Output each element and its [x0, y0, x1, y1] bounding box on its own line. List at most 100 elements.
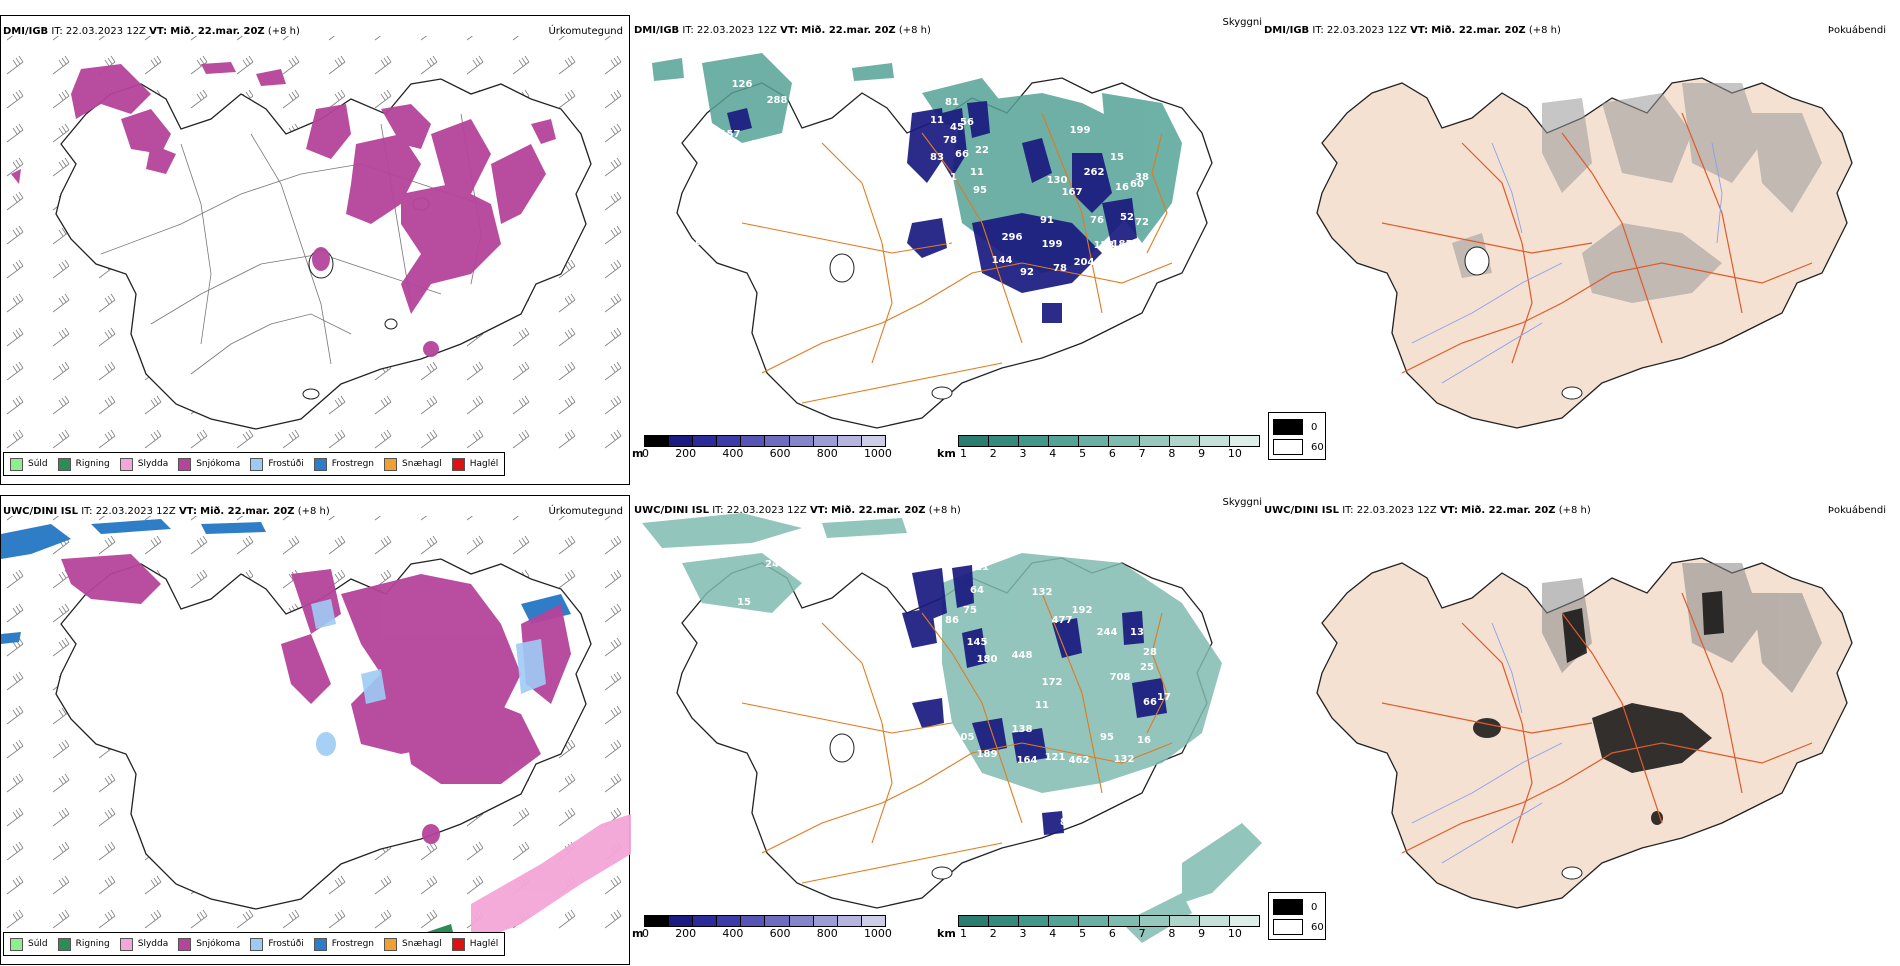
legend-swatch [313, 937, 327, 951]
legend-swatch [1273, 899, 1303, 915]
visibility-scale-step [1079, 436, 1110, 446]
legend-swatch [250, 457, 264, 471]
panel-header: UWC/DINI ISL IT: 22.03.2023 12Z VT: Mið.… [1264, 505, 1591, 516]
ceiling-value-label: 288 [767, 95, 788, 106]
legend-swatch [119, 457, 133, 471]
panel-fog-uwc: UWC/DINI ISL IT: 22.03.2023 12Z VT: Mið.… [1262, 495, 1892, 965]
precip-type-map [1, 516, 631, 949]
visibility-scale-step [1079, 916, 1110, 926]
ceiling-value-label: 16 [1115, 182, 1129, 193]
ceiling-unit: m [632, 927, 644, 940]
ceiling-value-label: 172 [1042, 677, 1063, 688]
ceiling-value-label: 121 [1045, 752, 1066, 763]
visibility-scale-step [989, 916, 1020, 926]
legend-swatch [250, 937, 264, 951]
ceiling-value-label: 38 [1135, 172, 1149, 183]
ceiling-value-label: 462 [1069, 755, 1090, 766]
visibility-scale-step [1169, 916, 1200, 926]
fog-legend-item: 60 [1273, 919, 1324, 935]
ceiling-value-label: 22 [975, 145, 989, 156]
ceiling-value-label: 52 [1120, 212, 1134, 223]
ceiling-value-label: 477 [1052, 615, 1073, 626]
ceiling-value-label: 72 [1135, 217, 1149, 228]
fog-legend-item: 0 [1273, 899, 1317, 915]
panel-header: UWC/DINI ISL IT: 22.03.2023 12Z VT: Mið.… [634, 505, 961, 516]
legend-swatch [451, 457, 465, 471]
fog-map [1316, 77, 1853, 429]
visibility-scale-step [1109, 916, 1140, 926]
ceiling-labels: 1262881577301681564511786683112281951991… [693, 79, 1149, 388]
legend-swatch [10, 937, 23, 951]
ceiling-value-label: 75 [963, 605, 977, 616]
legend-item: Snjókoma [178, 937, 240, 951]
legend-swatch [178, 937, 192, 951]
ceiling-value-label: 164 [1017, 755, 1038, 766]
fog-legend-item: 60 [1273, 439, 1324, 455]
ceiling-value-label: 262 [1084, 167, 1105, 178]
ceiling-scale-step [669, 916, 694, 926]
ceiling-scale-step [645, 916, 670, 926]
legend-item: Haglél [451, 457, 498, 471]
ceiling-value-label: 60 [1130, 179, 1144, 190]
panel-fog-dmi: DMI/IGB IT: 22.03.2023 12Z VT: Mið. 22.m… [1262, 15, 1892, 485]
legend-swatch [1273, 919, 1303, 935]
legend-item: Frostúði [250, 937, 304, 951]
panel-title: Skyggni [1222, 497, 1262, 508]
visibility-ticks: 1 2 3 4 5 6 7 8 9 10 [960, 927, 1242, 940]
ceiling-value-label: 56 [960, 117, 974, 128]
fog-legend: 0 60 [1268, 892, 1326, 940]
panel-header: DMI/IGB IT: 22.03.2023 12Z VT: Mið. 22.m… [1264, 25, 1561, 36]
ceiling-value-label: 35 [943, 377, 957, 388]
ceiling-value-label: 132 [1114, 754, 1135, 765]
ceiling-value-label: 11 [1035, 700, 1049, 711]
visibility-scale-step [959, 916, 990, 926]
legend-swatch [1273, 439, 1303, 455]
ceiling-value-label: 199 [1070, 125, 1091, 136]
ceiling-scale-step [765, 916, 790, 926]
fog-legend-item: 0 [1273, 419, 1317, 435]
legend-swatch [57, 937, 71, 951]
ceiling-value-label: 10 [1067, 329, 1081, 340]
ceiling-scale-step [813, 916, 838, 926]
visibility-scale-step [1139, 436, 1170, 446]
visibility-scale-step [959, 436, 990, 446]
legend-item: Frostregn [313, 457, 374, 471]
panel-visibility-uwc: UWC/DINI ISL IT: 22.03.2023 12Z VT: Mið.… [632, 495, 1262, 965]
visibility-map: 1262881577301681564511786683112281951991… [652, 53, 1213, 429]
visibility-scale-step [1049, 436, 1080, 446]
ceiling-value-label: 708 [1110, 672, 1131, 683]
panel-title: Skyggni [1222, 17, 1262, 28]
legend-swatch [10, 457, 23, 471]
panel-precip-type-dmi: DMI/IGB IT: 22.03.2023 12Z VT: Mið. 22.m… [0, 15, 631, 485]
ceiling-scale-step [645, 436, 670, 446]
panel-title: Þokuábendi [1827, 25, 1886, 36]
legend-item: Súld [10, 457, 48, 471]
ceiling-value-label: 86 [945, 615, 959, 626]
ceiling-value-label: 95 [973, 185, 987, 196]
legend-item: Frostúði [250, 457, 304, 471]
ceiling-value-label: 122 [1104, 265, 1125, 276]
ceiling-value-label: 92 [1020, 267, 1034, 278]
ceiling-scale-step [861, 436, 885, 446]
legend-item: Snæhagl [384, 937, 442, 951]
ceiling-value-label: 16 [693, 237, 707, 248]
ceiling-value-label: 157 [720, 129, 741, 140]
visibility-scale-step [1019, 436, 1050, 446]
panel-title: Úrkomutegund [548, 26, 623, 37]
ceiling-value-label: 199 [1042, 239, 1063, 250]
ceiling-value-label: 138 [1012, 724, 1033, 735]
ceiling-value-label: 78 [943, 135, 957, 146]
ceiling-ticks: 0 200 400 600 800 1000 [642, 927, 892, 940]
ceiling-scale-step [693, 436, 718, 446]
ceiling-value-label: 11 [930, 115, 944, 126]
visibility-colorbar [958, 915, 1260, 927]
visibility-colorbar [958, 435, 1260, 447]
ceiling-scale-step [813, 436, 838, 446]
ceiling-scale-step [741, 436, 766, 446]
ceiling-value-label: 130 [1047, 175, 1068, 186]
ceiling-value-label: 180 [977, 654, 998, 665]
panel-title: Úrkomutegund [548, 506, 623, 517]
ceiling-value-label: 204 [1074, 257, 1095, 268]
ceiling-value-label: 296 [1002, 232, 1023, 243]
